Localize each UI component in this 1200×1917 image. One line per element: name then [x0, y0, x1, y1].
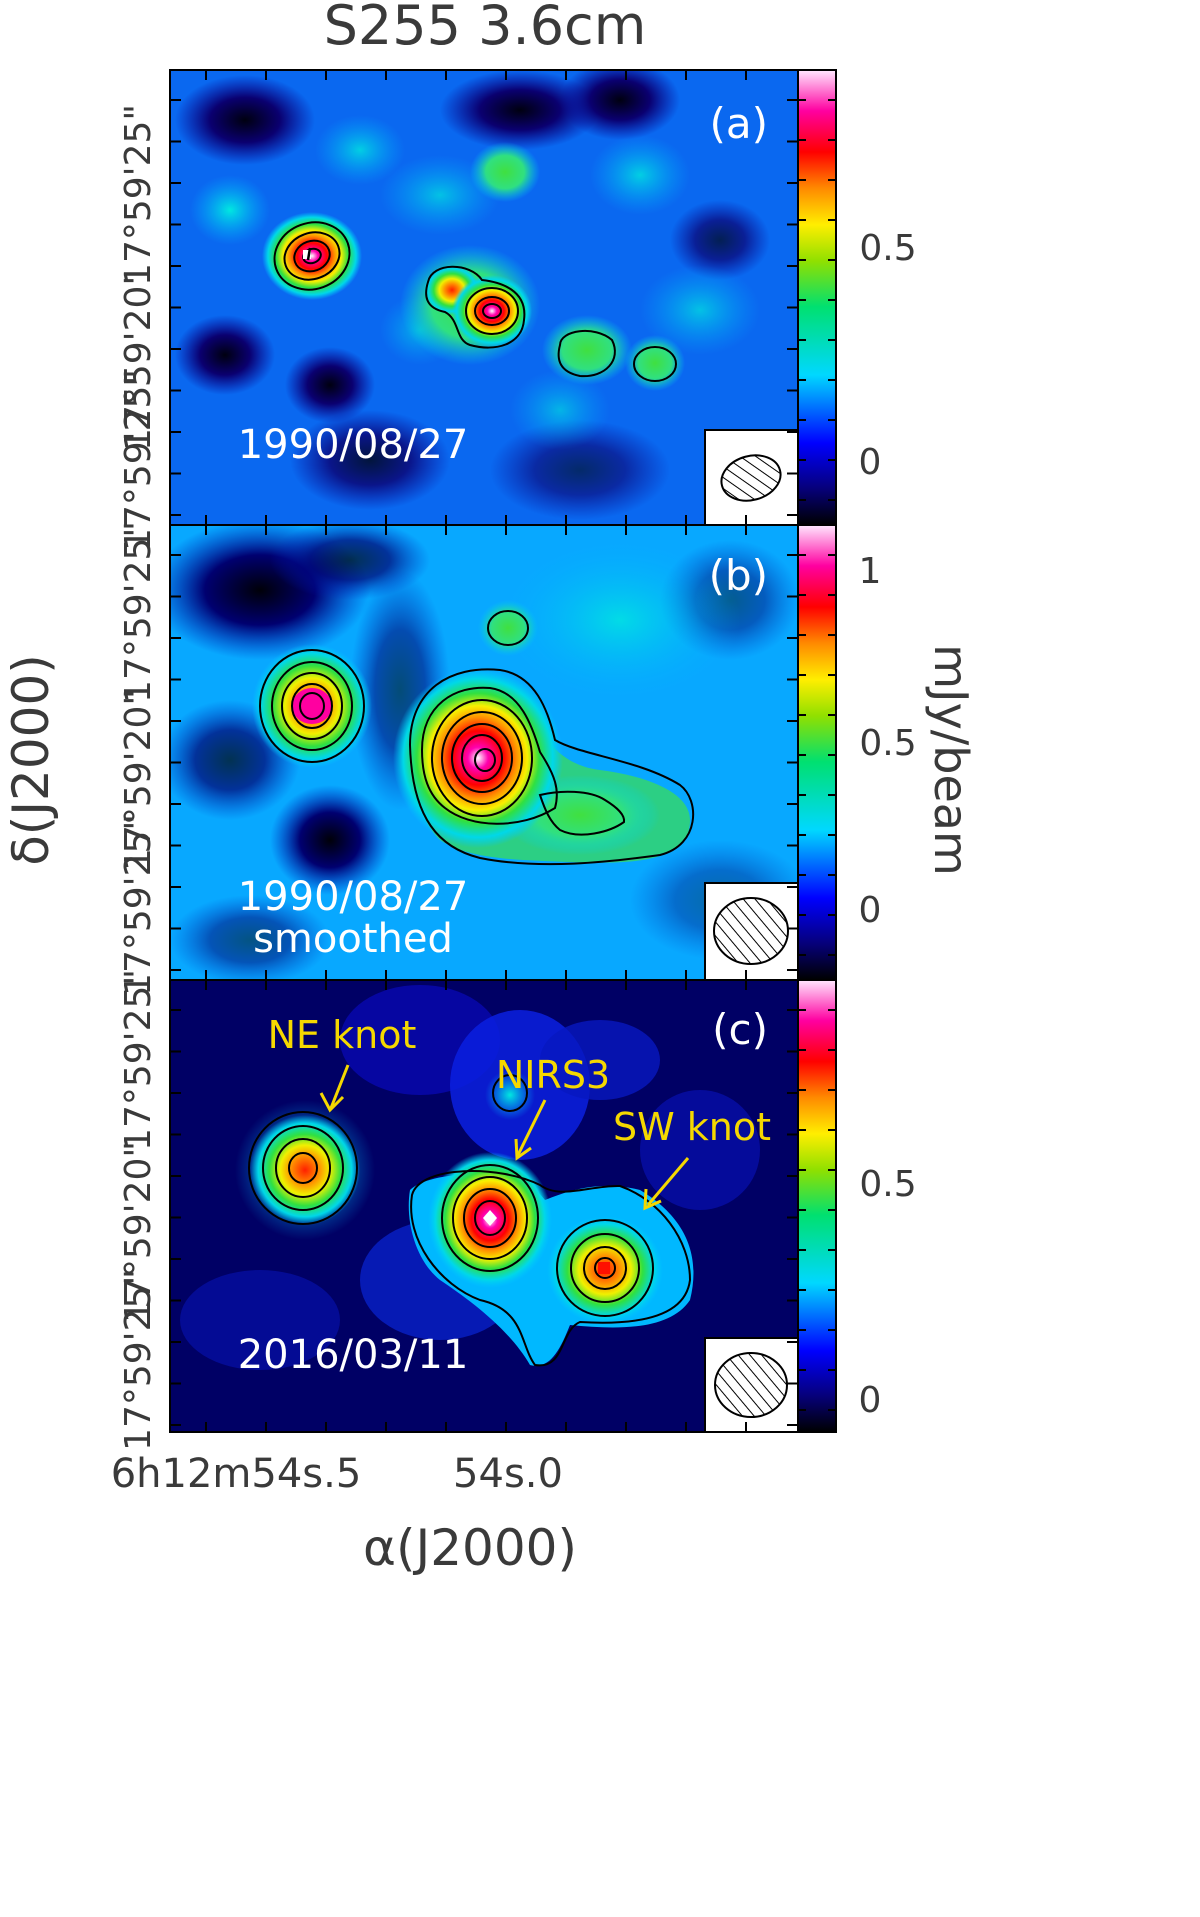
panel-c: [170, 980, 798, 1432]
x-tick-54-5: 6h12m54s.5: [111, 1451, 362, 1497]
panel-b-tag: (b): [709, 551, 768, 600]
panel-a: [170, 70, 798, 525]
colorbar-b-tick-1: 1: [859, 551, 882, 592]
panel-b-epoch: 1990/08/27: [238, 874, 469, 920]
panel-c-contours: [248, 1074, 692, 1367]
colorbar-b-tick-0: 0: [859, 890, 882, 931]
panel-c-ytick-25: 17°59'25": [118, 969, 159, 1151]
colorbar-c-tick-05: 0.5: [859, 1164, 916, 1205]
colorbar-label: mJy/beam: [924, 644, 978, 876]
figure-title: S255 3.6cm: [324, 0, 647, 57]
panel-a-ytick-1: 17°59'25": [118, 369, 159, 551]
y-axis-label: δ(J2000): [2, 654, 60, 866]
panel-c-beam: [704, 1337, 799, 1433]
x-axis-label: α(J2000): [363, 1519, 577, 1577]
panel-a-epoch: 1990/08/27: [238, 422, 469, 468]
colorbar-a-tick-0: 0: [859, 442, 882, 483]
panel-a-contours: [273, 221, 677, 382]
label-ne-knot: NE knot: [268, 1013, 417, 1057]
colorbar-b-tick-05: 0.5: [859, 723, 916, 764]
colorbar-c-tick-0: 0: [859, 1380, 882, 1421]
panel-a-tag: (a): [709, 99, 768, 148]
panel-b-ytick-1: 17°59'25": [118, 814, 159, 996]
panel-b-ytick-20: 17°59'20": [118, 689, 159, 871]
panel-b-contours: [259, 610, 694, 866]
colorbar-a-tick-05: 0.5: [859, 228, 916, 269]
label-sw-knot: SW knot: [613, 1105, 771, 1149]
panel-c-tag: (c): [712, 1005, 768, 1054]
panel-c-ytick-20: 17°59'20": [118, 1141, 159, 1323]
panel-a-ytick-20: 17°59'20": [118, 269, 159, 451]
panel-c-ytick-1: 17°59'25": [118, 1269, 159, 1451]
panel-b-beam: [704, 882, 799, 981]
axis-ticks: [170, 70, 798, 1432]
colorbars: [797, 69, 837, 1433]
x-tick-54-0: 54s.0: [453, 1451, 563, 1497]
panel-a-ytick-25: 17°59'25": [118, 104, 159, 286]
panel-b-note: smoothed: [253, 916, 453, 962]
label-nirs3: NIRS3: [496, 1053, 610, 1097]
panel-b-ytick-25: 17°59'25": [118, 521, 159, 703]
annotations: NE knot NIRS3 SW knot: [268, 1013, 771, 1211]
panel-a-beam: [704, 429, 799, 526]
panel-b: [170, 525, 798, 980]
panel-c-epoch: 2016/03/11: [238, 1332, 469, 1378]
